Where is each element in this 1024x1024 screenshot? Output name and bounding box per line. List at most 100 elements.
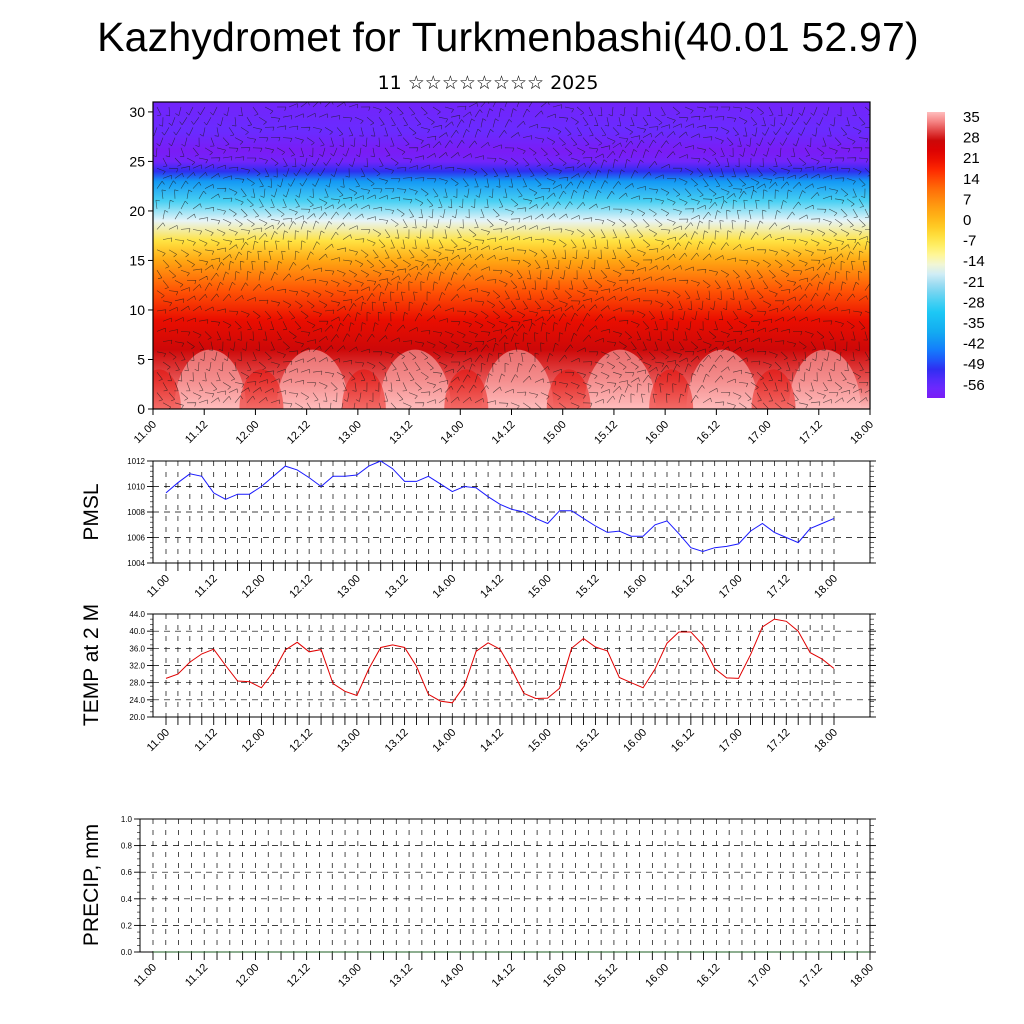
- y-tick-label: 25: [129, 153, 145, 169]
- x-tick-label: 16.00: [621, 573, 649, 601]
- x-tick-label: 16.12: [669, 573, 697, 601]
- colorbar-label: 21: [963, 150, 980, 167]
- x-tick-label: 17.00: [717, 727, 745, 755]
- x-tick-label: 14.12: [478, 573, 506, 601]
- series-line: [165, 460, 835, 553]
- x-tick-label: 17.00: [746, 419, 774, 447]
- y-tick-label: 24.0: [129, 696, 145, 705]
- warm-core: [276, 349, 349, 409]
- x-tick-label: 11.12: [192, 573, 219, 600]
- y-tick-label: 5: [137, 351, 145, 367]
- page-title: Kazhydromet for Turkmenbashi(40.01 52.97…: [97, 14, 919, 60]
- colorbar-label: -14: [963, 253, 985, 270]
- y-tick-label: 32.0: [129, 662, 145, 671]
- x-tick-label: 18.00: [848, 962, 876, 990]
- colorbar-ramp: [927, 112, 945, 398]
- y-tick-label: 0.2: [121, 921, 133, 930]
- y-axis-label: TEMP at 2 M: [80, 604, 103, 726]
- x-tick-label: 16.12: [669, 727, 697, 755]
- pmsl-panel: 1004 1006 1008 1010 1012 11.00 11.12 12.00 12.12…: [80, 457, 876, 601]
- colorbar-label: -42: [963, 336, 985, 353]
- x-tick-label: 18.00: [848, 419, 876, 447]
- colorbar-label: 0: [963, 212, 971, 229]
- colorbar-label: -49: [963, 356, 985, 373]
- x-tick-label: 14.12: [490, 419, 518, 447]
- page-subtitle: 11 ☆☆☆☆☆☆☆☆ 2025: [377, 72, 599, 94]
- x-tick-label: 12.00: [240, 727, 268, 755]
- precip-panel: 0.0 0.2 0.4 0.6 0.8 1.0 11.00 11.12 12.00 12.12 13…: [80, 815, 876, 990]
- y-tick-label: 20: [129, 203, 145, 219]
- x-tick-label: 15.12: [574, 727, 602, 755]
- x-tick-label: 13.12: [387, 962, 415, 990]
- x-tick-label: 12.12: [287, 573, 315, 601]
- x-tick-label: 12.12: [285, 419, 313, 447]
- x-tick-label: 12.00: [240, 573, 268, 601]
- x-tick-label: 15.00: [541, 962, 569, 990]
- panel-frame: [139, 818, 871, 953]
- cool-core: [649, 369, 694, 409]
- colorbar-label: -7: [963, 233, 976, 250]
- x-tick-label: 12.00: [234, 419, 262, 447]
- y-axis-label: PRECIP, mm: [80, 824, 103, 946]
- y-tick-label: 40.0: [129, 627, 145, 636]
- y-tick-label: 0: [137, 401, 145, 417]
- x-tick-label: 14.00: [438, 962, 466, 990]
- warm-core: [174, 349, 247, 409]
- warm-core: [583, 349, 656, 409]
- x-tick-label: 13.12: [383, 727, 411, 755]
- x-tick-label: 13.00: [336, 419, 364, 447]
- colorbar-label: -35: [963, 315, 985, 332]
- x-tick-label: 15.12: [592, 419, 620, 447]
- y-tick-label: 15: [129, 252, 145, 268]
- barb-strokes: [153, 102, 870, 409]
- x-tick-label: 13.00: [336, 962, 364, 990]
- x-tick-label: 17.12: [764, 727, 792, 755]
- cool-core: [546, 369, 591, 409]
- y-axis-label: PMSL: [80, 483, 103, 540]
- y-tick-label: 1.0: [121, 815, 133, 824]
- colorbar-label: -21: [963, 274, 985, 291]
- x-tick-label: 17.12: [797, 962, 825, 990]
- x-tick-label: 12.12: [287, 727, 315, 755]
- x-tick-label: 15.12: [592, 962, 620, 990]
- x-tick-label: 11.00: [145, 573, 172, 600]
- x-tick-label: 16.00: [643, 962, 671, 990]
- y-tick-label: 30: [129, 104, 145, 120]
- x-tick-label: 13.00: [335, 727, 363, 755]
- x-tick-label: 15.12: [574, 573, 602, 601]
- x-tick-label: 17.00: [746, 962, 774, 990]
- x-tick-label: 16.12: [695, 962, 723, 990]
- x-tick-label: 17.00: [717, 573, 745, 601]
- temp-panel: 20.0 24.0 28.0 32.0 36.0 40.0 44.0 11.00 11.12 12…: [80, 604, 876, 755]
- x-tick-label: 14.00: [430, 573, 458, 601]
- x-tick-label: 11.00: [132, 962, 159, 989]
- x-tick-label: 11.00: [145, 727, 172, 754]
- x-tick-label: 11.12: [183, 962, 210, 989]
- y-tick-label: 0.8: [121, 842, 133, 851]
- y-tick-label: 20.0: [129, 713, 145, 722]
- y-tick-label: 1008: [127, 508, 145, 517]
- x-tick-label: 16.00: [621, 727, 649, 755]
- x-tick-label: 18.00: [812, 573, 840, 601]
- y-tick-label: 1006: [127, 534, 145, 543]
- y-tick-label: 0.0: [121, 948, 133, 957]
- x-tick-label: 13.12: [383, 573, 411, 601]
- x-tick-label: 14.00: [430, 727, 458, 755]
- x-tick-label: 18.00: [812, 727, 840, 755]
- x-tick-label: 14.00: [438, 419, 466, 447]
- colorbar-label: 14: [963, 171, 980, 188]
- x-tick-label: 16.12: [695, 419, 723, 447]
- x-tick-label: 15.00: [541, 419, 569, 447]
- x-tick-label: 17.12: [764, 573, 792, 601]
- y-tick-label: 1004: [127, 559, 145, 568]
- series-line: [165, 618, 835, 704]
- x-tick-label: 15.00: [526, 727, 554, 755]
- x-tick-label: 14.12: [478, 727, 506, 755]
- colorbar-label: -28: [963, 294, 985, 311]
- colorbar-label: 28: [963, 130, 980, 147]
- x-tick-label: 15.00: [526, 573, 554, 601]
- x-tick-label: 11.00: [132, 419, 159, 446]
- x-tick-label: 11.12: [192, 727, 219, 754]
- x-tick-label: 13.12: [387, 419, 415, 447]
